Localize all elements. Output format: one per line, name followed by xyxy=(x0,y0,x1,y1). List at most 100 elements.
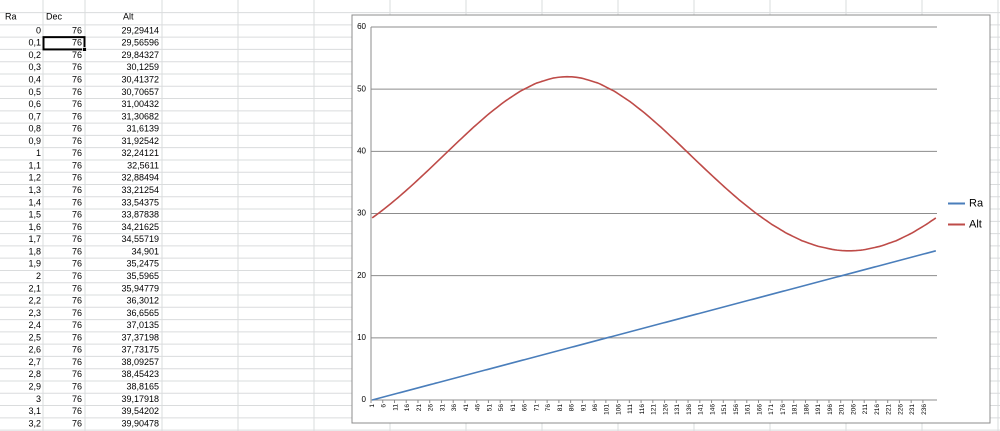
cell-value[interactable]: 76 xyxy=(72,62,82,72)
cell-value[interactable]: 1 xyxy=(36,148,41,158)
cell-value[interactable]: 76 xyxy=(72,222,82,232)
cell-value[interactable]: 76 xyxy=(72,210,82,220)
cell-value[interactable]: 32,88494 xyxy=(121,173,159,183)
cell-value[interactable]: 34,901 xyxy=(131,246,159,256)
cell-value[interactable]: 76 xyxy=(72,99,82,109)
cell-value[interactable]: 0,1 xyxy=(28,38,41,48)
cell-value[interactable]: 37,37198 xyxy=(121,332,159,342)
cell-value[interactable]: 36,6565 xyxy=(126,308,159,318)
cell-value[interactable]: 38,8165 xyxy=(126,381,159,391)
legend-label[interactable]: Alt xyxy=(969,218,982,230)
cell-value[interactable]: 76 xyxy=(72,25,82,35)
cell-value[interactable]: 76 xyxy=(72,197,82,207)
cell-value[interactable]: 1,4 xyxy=(28,197,41,207)
cell-value[interactable]: 2,9 xyxy=(28,381,41,391)
cell-value[interactable]: 1,7 xyxy=(28,234,41,244)
cell-value[interactable]: 76 xyxy=(72,74,82,84)
cell-value[interactable]: 2,8 xyxy=(28,369,41,379)
cell-value[interactable]: 76 xyxy=(72,160,82,170)
cell-value[interactable]: 2,7 xyxy=(28,357,41,367)
cell-value[interactable]: 33,21254 xyxy=(121,185,159,195)
cell-value[interactable]: 37,0135 xyxy=(126,320,159,330)
cell-value[interactable]: 76 xyxy=(72,111,82,121)
cell-value[interactable]: 29,29414 xyxy=(121,25,159,35)
cell-value[interactable]: 1,8 xyxy=(28,246,41,256)
cell-value[interactable]: 0,3 xyxy=(28,62,41,72)
cell-value[interactable]: 35,2475 xyxy=(126,259,159,269)
cell-value[interactable]: 76 xyxy=(72,50,82,60)
cell-value[interactable]: 0 xyxy=(36,25,41,35)
cell-value[interactable]: 2,2 xyxy=(28,296,41,306)
cell-value[interactable]: 76 xyxy=(72,418,82,428)
cell-value[interactable]: 0,2 xyxy=(28,50,41,60)
cell-value[interactable]: 1,2 xyxy=(28,173,41,183)
cell-value[interactable]: 1,1 xyxy=(28,160,41,170)
cell-value[interactable]: 35,94779 xyxy=(121,283,159,293)
column-header[interactable]: Alt xyxy=(123,11,134,21)
cell-value[interactable]: 76 xyxy=(72,38,82,48)
cell-value[interactable]: 30,1259 xyxy=(126,62,159,72)
cell-value[interactable]: 2,5 xyxy=(28,332,41,342)
cell-value[interactable]: 0,8 xyxy=(28,124,41,134)
cell-value[interactable]: 3 xyxy=(36,394,41,404)
cell-value[interactable]: 76 xyxy=(72,246,82,256)
cell-value[interactable]: 29,84327 xyxy=(121,50,159,60)
cell-value[interactable]: 39,54202 xyxy=(121,406,159,416)
cell-value[interactable]: 76 xyxy=(72,406,82,416)
cell-value[interactable]: 0,7 xyxy=(28,111,41,121)
cell-value[interactable]: 33,54375 xyxy=(121,197,159,207)
cell-value[interactable]: 0,9 xyxy=(28,136,41,146)
cell-value[interactable]: 34,21625 xyxy=(121,222,159,232)
chart-frame[interactable] xyxy=(351,14,991,424)
cell-value[interactable]: 76 xyxy=(72,136,82,146)
column-header[interactable]: Dec xyxy=(46,11,63,21)
cell-value[interactable]: 38,09257 xyxy=(121,357,159,367)
cell-value[interactable]: 33,87838 xyxy=(121,210,159,220)
selected-cell[interactable] xyxy=(42,36,86,51)
cell-value[interactable]: 30,70657 xyxy=(121,87,159,97)
cell-value[interactable]: 31,30682 xyxy=(121,111,159,121)
cell-value[interactable]: 30,41372 xyxy=(121,74,159,84)
cell-value[interactable]: 3,2 xyxy=(28,418,41,428)
cell-value[interactable]: 37,73175 xyxy=(121,345,159,355)
cell-value[interactable]: 1,5 xyxy=(28,210,41,220)
cell-value[interactable]: 2,1 xyxy=(28,283,41,293)
cell-value[interactable]: 76 xyxy=(72,283,82,293)
cell-value[interactable]: 76 xyxy=(72,381,82,391)
column-header[interactable]: Ra xyxy=(5,11,17,21)
cell-value[interactable]: 76 xyxy=(72,271,82,281)
cell-value[interactable]: 76 xyxy=(72,148,82,158)
cell-value[interactable]: 39,90478 xyxy=(121,418,159,428)
cell-value[interactable]: 76 xyxy=(72,345,82,355)
cell-value[interactable]: 2,4 xyxy=(28,320,41,330)
cell-value[interactable]: 1,3 xyxy=(28,185,41,195)
cell-value[interactable]: 76 xyxy=(72,357,82,367)
cell-value[interactable]: 76 xyxy=(72,320,82,330)
cell-value[interactable]: 34,55719 xyxy=(121,234,159,244)
cell-value[interactable]: 2,3 xyxy=(28,308,41,318)
cell-value[interactable]: 36,3012 xyxy=(126,296,159,306)
cell-value[interactable]: 32,24121 xyxy=(121,148,159,158)
cell-value[interactable]: 76 xyxy=(72,308,82,318)
cell-value[interactable]: 39,17918 xyxy=(121,394,159,404)
cell-value[interactable]: 76 xyxy=(72,173,82,183)
cell-value[interactable]: 0,4 xyxy=(28,74,41,84)
cell-value[interactable]: 31,00432 xyxy=(121,99,159,109)
cell-value[interactable]: 32,5611 xyxy=(127,160,159,170)
cell-value[interactable]: 76 xyxy=(72,234,82,244)
cell-value[interactable]: 0,5 xyxy=(28,87,41,97)
cell-value[interactable]: 35,5965 xyxy=(126,271,159,281)
legend-label[interactable]: Ra xyxy=(969,197,984,209)
cell-value[interactable]: 76 xyxy=(72,332,82,342)
cell-value[interactable]: 1,9 xyxy=(28,259,41,269)
cell-value[interactable]: 2,6 xyxy=(28,345,41,355)
cell-value[interactable]: 2 xyxy=(36,271,41,281)
cell-value[interactable]: 76 xyxy=(72,259,82,269)
cell-value[interactable]: 76 xyxy=(72,394,82,404)
cell-value[interactable]: 31,92542 xyxy=(121,136,159,146)
cell-value[interactable]: 29,56596 xyxy=(121,38,159,48)
cell-value[interactable]: 38,45423 xyxy=(121,369,159,379)
cell-value[interactable]: 3,1 xyxy=(28,406,41,416)
fill-handle[interactable] xyxy=(82,47,87,52)
